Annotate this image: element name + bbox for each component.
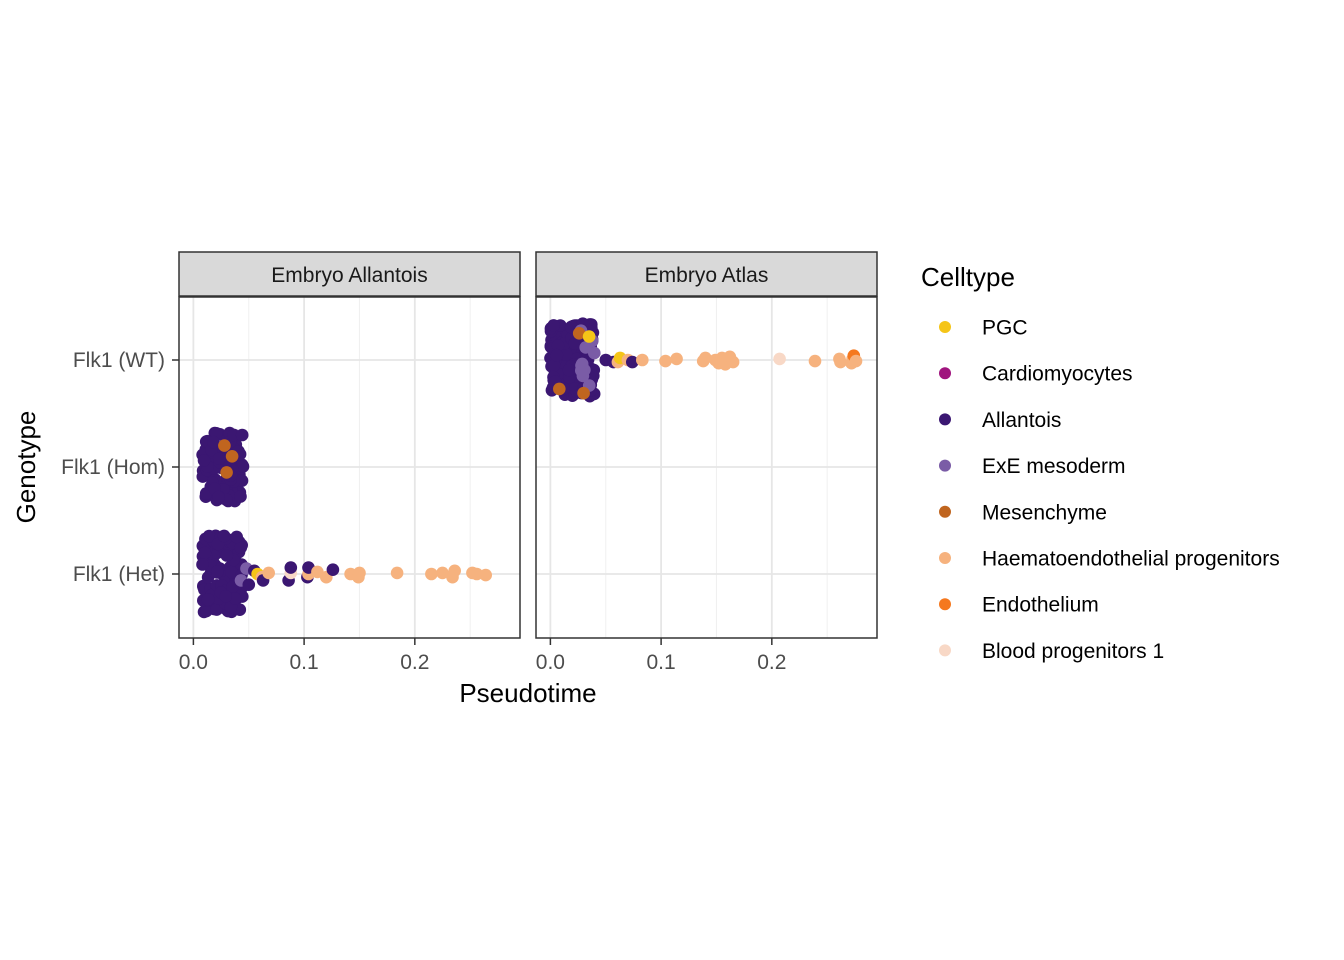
legend-label-allantois: Allantois [982,409,1061,432]
legend-label-haematoendothelial-progenitors: Haematoendothelial progenitors [982,548,1280,571]
strip-label: Embryo Allantois [271,264,427,287]
x-tick-label: 0.2 [757,651,786,674]
point-allantois [197,454,211,467]
point-allantois [220,549,234,562]
point-haematoendothelial-progenitors [808,354,822,368]
point-mesenchyme [572,327,586,340]
point-allantois [547,319,560,332]
point-allantois [202,529,216,543]
point-allantois [235,428,249,442]
x-tick-label: 0.1 [290,651,319,674]
point-allantois [326,563,340,576]
legend-key-pgc [939,321,951,333]
point-haematoendothelial-progenitors [636,353,649,367]
point-allantois [568,337,581,350]
point-allantois [551,339,565,352]
point-allantois [211,565,224,578]
points-layer [544,317,863,403]
point-mesenchyme [225,450,239,463]
point-blood-progenitors-1 [773,352,786,366]
point-allantois [234,541,248,554]
point-allantois [547,359,561,372]
strip-background [178,251,521,297]
legend-label-endothelium: Endothelium [982,594,1099,617]
point-allantois [230,530,243,544]
point-mesenchyme [577,386,590,400]
point-allantois [234,490,247,503]
point-allantois [284,561,298,574]
point-haematoendothelial-progenitors [659,354,672,368]
point-haematoendothelial-progenitors [479,568,493,582]
panel-border [535,296,878,639]
legend-title: Celltype [921,262,1015,292]
point-haematoendothelial-progenitors [670,352,683,366]
panel-embryo-allantois: Embryo Allantois [178,251,521,639]
y-tick-label: Flk1 (Hom) [61,456,165,479]
y-tick-label: Flk1 (WT) [73,349,165,372]
point-allantois [225,565,238,579]
points-layer [196,426,493,619]
legend-label-exe-mesoderm: ExE mesoderm [982,455,1126,478]
legend-label-mesenchyme: Mesenchyme [982,501,1107,524]
point-exe-mesoderm [579,341,592,354]
y-axis-title: Genotype [11,411,41,524]
point-allantois [200,604,213,618]
point-haematoendothelial-progenitors [390,566,404,580]
point-exe-mesoderm [575,364,588,377]
point-haematoendothelial-progenitors [726,355,740,369]
point-allantois [217,529,231,543]
point-haematoendothelial-progenitors [425,567,438,581]
x-tick-label: 0.2 [400,651,429,674]
point-allantois [198,546,212,560]
point-haematoendothelial-progenitors [262,566,276,580]
legend-label-pgc: PGC [982,317,1028,340]
point-haematoendothelial-progenitors [448,564,462,578]
point-allantois [213,452,226,466]
point-haematoendothelial-progenitors [849,354,863,368]
point-haematoendothelial-progenitors [353,566,366,580]
point-allantois [626,355,639,369]
strip-label: Embryo Atlas [645,264,769,287]
x-tick-label: 0.0 [536,651,565,674]
point-haematoendothelial-progenitors [834,355,847,369]
x-axis: 0.0 0.1 0.2 0.0 0.1 0.2 [179,638,786,674]
legend-key-endothelium [939,598,951,611]
strip-background [535,251,878,297]
point-allantois [562,363,576,377]
point-allantois [207,435,220,449]
legend-key-cardiomyocytes [939,367,951,380]
point-pgc [582,330,596,343]
point-allantois [210,603,223,616]
point-mesenchyme [220,466,233,479]
legend-key-blood-progenitors-1 [939,644,951,657]
point-allantois [196,558,209,571]
x-tick-label: 0.1 [647,651,676,674]
point-mesenchyme [218,439,231,452]
gridlines [179,297,520,638]
legend: Celltype PGC Cardiomyocytes Allantois ExE m… [921,262,1280,663]
point-allantois [236,460,250,473]
point-mesenchyme [553,382,566,396]
point-allantois [550,348,564,362]
panel-embryo-atlas: Embryo Atlas [535,251,878,639]
point-allantois [212,490,225,504]
legend-label-cardiomyocytes: Cardiomyocytes [982,363,1133,386]
point-haematoendothelial-progenitors [436,566,449,580]
legend-key-mesenchyme [939,505,951,518]
legend-key-haematoendothelial-progenitors [939,552,951,564]
point-allantois [219,590,232,603]
y-axis: Flk1 (WT) Flk1 (Hom) Flk1 (Het) [61,349,179,586]
x-tick-label: 0.0 [179,651,208,674]
point-allantois [201,593,215,606]
point-allantois [242,578,256,591]
y-tick-label: Flk1 (Het) [73,563,165,586]
legend-label-blood-progenitors-1: Blood progenitors 1 [982,640,1164,663]
x-axis-title: Pseudotime [459,678,596,708]
legend-key-allantois [939,413,951,426]
legend-key-exe-mesoderm [939,459,951,472]
point-allantois [560,348,573,361]
point-haematoendothelial-progenitors [699,351,712,365]
